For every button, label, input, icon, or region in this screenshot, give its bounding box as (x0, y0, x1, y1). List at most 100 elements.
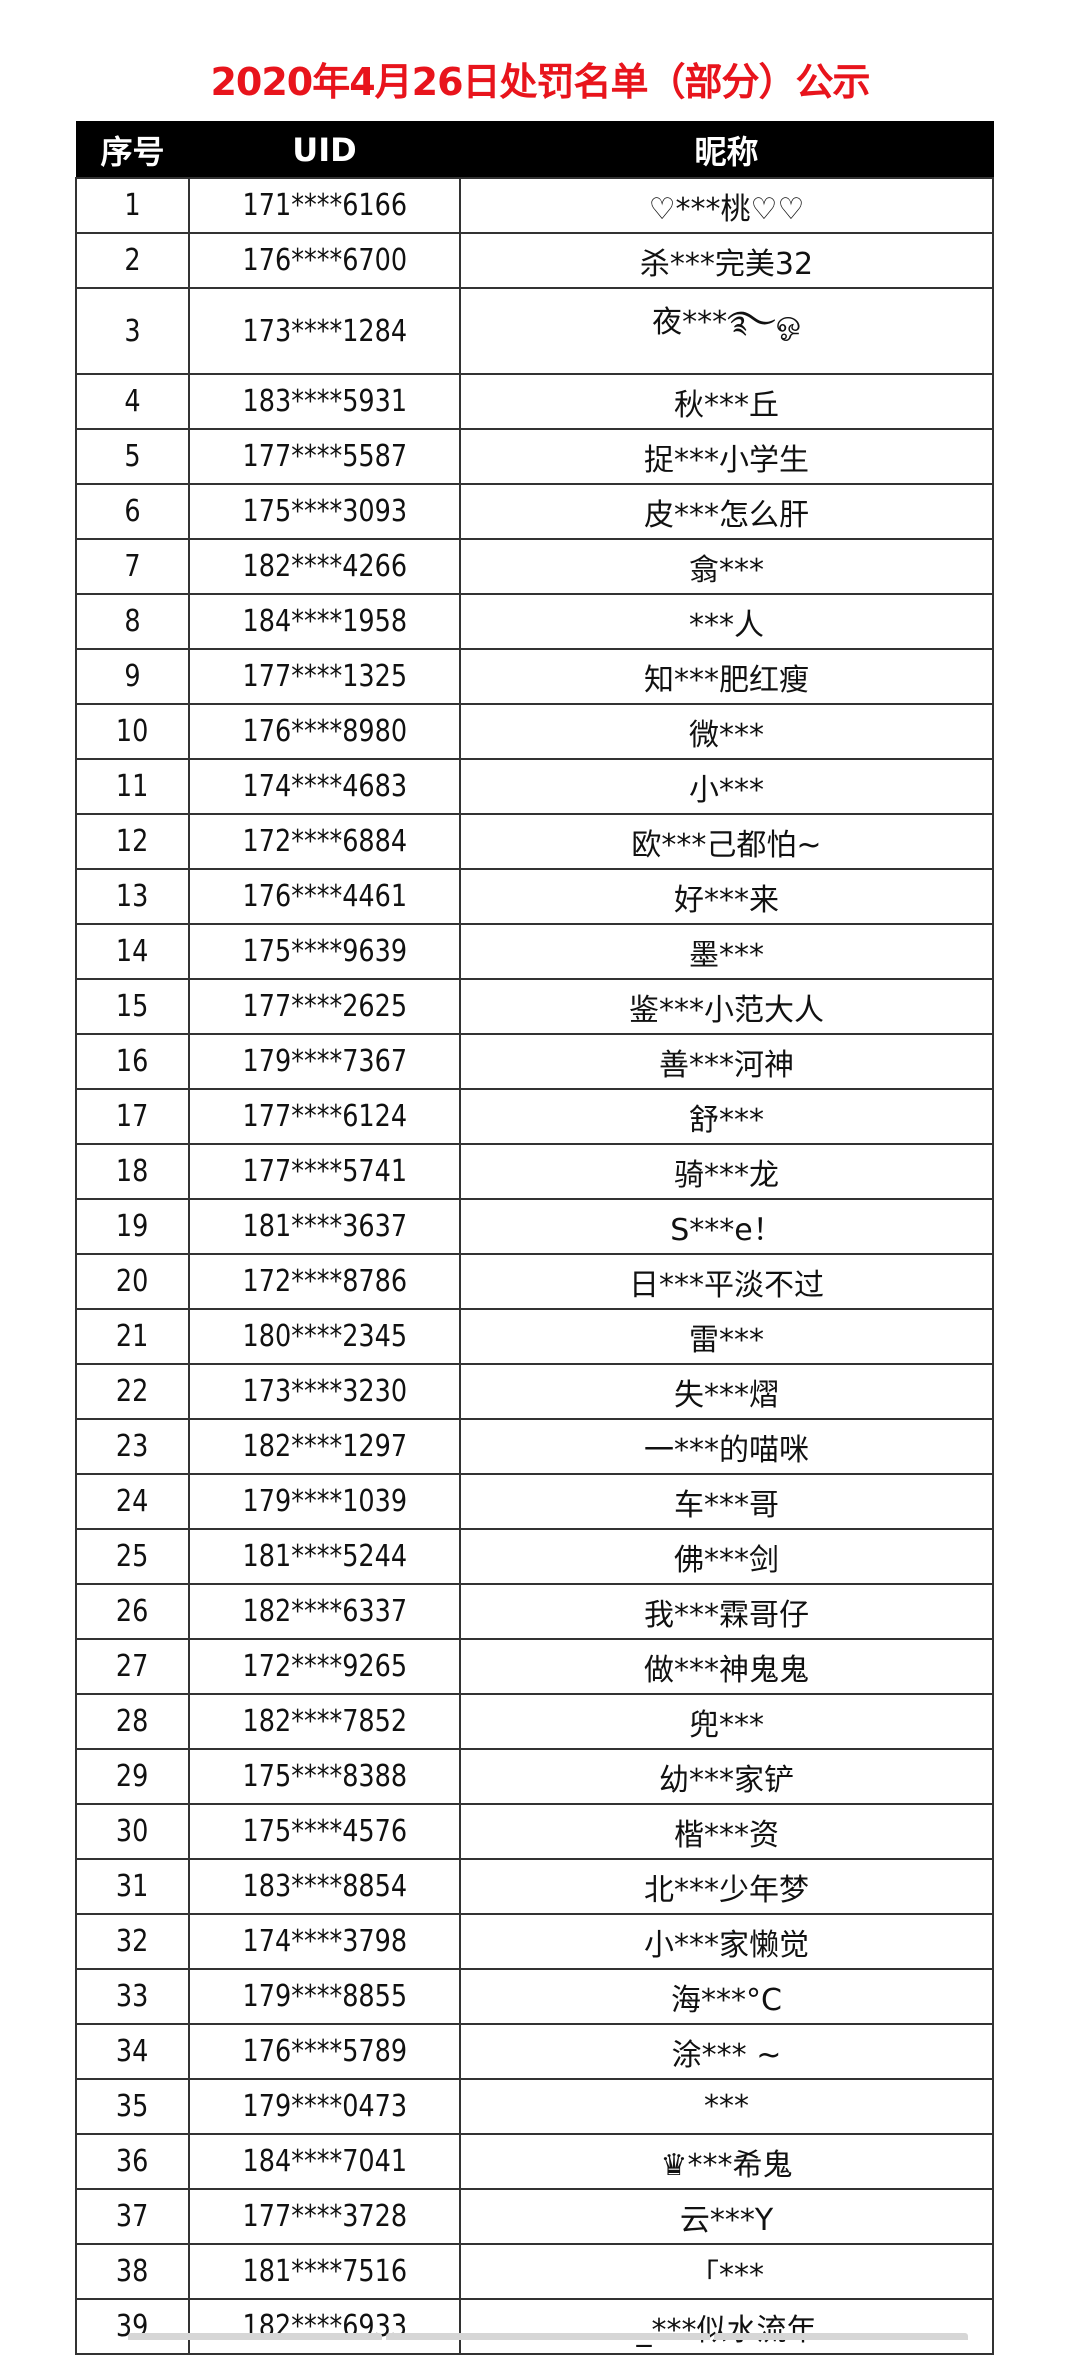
row-nickname-cell: 舒*** (459, 1088, 994, 1145)
table-row: 5 177****5587 捉***小学生 (75, 428, 994, 485)
row-index-cell: 30 (75, 1803, 190, 1860)
table-row: 11 174****4683 小*** (75, 758, 994, 815)
row-uid-cell: 171****6166 (188, 177, 461, 234)
row-nickname: 杀***完美32 (639, 246, 814, 282)
bottom-scroll-indicator (128, 2333, 968, 2340)
row-index: 30 (116, 1814, 149, 1849)
row-uid-cell: 184****1958 (188, 593, 461, 650)
row-nickname-cell: 云***Y (459, 2188, 994, 2245)
row-uid-cell: 173****3230 (188, 1363, 461, 1420)
table-row: 19 181****3637 S***e！ (75, 1198, 994, 1255)
table-row: 22 173****3230 失***熠 (75, 1363, 994, 1420)
table-row: 12 172****6884 欧***己都怕~ (75, 813, 994, 870)
row-uid-cell: 175****9639 (188, 923, 461, 980)
row-uid: 183****5931 (242, 384, 407, 419)
row-index: 35 (116, 2089, 149, 2124)
row-uid-cell: 172****6884 (188, 813, 461, 870)
row-uid-cell: 177****6124 (188, 1088, 461, 1145)
row-index-cell: 19 (75, 1198, 190, 1255)
row-index-cell: 3 (75, 287, 190, 375)
row-uid: 175****8388 (242, 1759, 407, 1794)
row-uid: 177****5587 (242, 439, 407, 474)
row-index: 8 (124, 604, 141, 639)
table-row: 18 177****5741 骑***龙 (75, 1143, 994, 1200)
row-index-cell: 25 (75, 1528, 190, 1585)
row-uid-cell: 172****8786 (188, 1253, 461, 1310)
row-nickname: 秋***丘 (674, 387, 779, 423)
row-nickname: 微*** (689, 717, 764, 753)
bottom-bar-segment (714, 2333, 968, 2340)
row-index: 9 (124, 659, 141, 694)
table-row: 2 176****6700 杀***完美32 (75, 232, 994, 289)
row-nickname: ♛***希鬼 (660, 2147, 793, 2183)
table-row: 15 177****2625 鉴***小范大人 (75, 978, 994, 1035)
table-row: 33 179****8855 海***°C (75, 1968, 994, 2025)
row-uid-cell: 181****3637 (188, 1198, 461, 1255)
row-nickname-cell: 兜*** (459, 1693, 994, 1750)
row-index: 16 (116, 1044, 149, 1079)
row-index: 5 (124, 439, 141, 474)
row-uid: 177****2625 (242, 989, 407, 1024)
row-uid: 181****5244 (242, 1539, 407, 1574)
row-uid: 182****4266 (242, 549, 407, 584)
row-index-cell: 32 (75, 1913, 190, 1970)
row-index-cell: 35 (75, 2078, 190, 2135)
row-nickname: *** (704, 2089, 749, 2124)
row-nickname-cell: 北***少年梦 (459, 1858, 994, 1915)
row-nickname-cell: _***似水流年 (459, 2298, 994, 2355)
row-uid: 181****7516 (242, 2254, 407, 2289)
row-nickname-cell: 「*** (459, 2243, 994, 2300)
row-index: 20 (116, 1264, 149, 1299)
row-index: 24 (116, 1484, 149, 1519)
row-index-cell: 31 (75, 1858, 190, 1915)
row-uid: 179****1039 (242, 1484, 407, 1519)
row-uid-cell: 172****9265 (188, 1638, 461, 1695)
row-nickname-cell: 小***家懒觉 (459, 1913, 994, 1970)
row-index-cell: 26 (75, 1583, 190, 1640)
row-uid-cell: 175****4576 (188, 1803, 461, 1860)
row-uid: 177****3728 (242, 2199, 407, 2234)
row-nickname-cell: 佛***剑 (459, 1528, 994, 1585)
row-uid-cell: 180****2345 (188, 1308, 461, 1365)
row-nickname: 车***哥 (674, 1487, 779, 1523)
row-uid-cell: 175****8388 (188, 1748, 461, 1805)
row-nickname-cell: 鉴***小范大人 (459, 978, 994, 1035)
row-index-cell: 7 (75, 538, 190, 595)
table-row: 20 172****8786 日***平淡不过 (75, 1253, 994, 1310)
row-index: 33 (116, 1979, 149, 2014)
row-nickname-cell: 杀***完美32 (459, 232, 994, 289)
row-uid-cell: 176****6700 (188, 232, 461, 289)
row-uid: 175****9639 (242, 934, 407, 969)
row-uid-cell: 174****3798 (188, 1913, 461, 1970)
row-uid: 176****8980 (242, 714, 407, 749)
row-uid: 173****3230 (242, 1374, 407, 1409)
row-index: 3 (124, 313, 141, 349)
row-nickname-cell: 知***肥红瘦 (459, 648, 994, 705)
row-nickname: 楷***资 (674, 1817, 779, 1853)
bottom-bar-segment (386, 2333, 710, 2340)
row-index: 28 (116, 1704, 149, 1739)
row-nickname-cell: 欧***己都怕~ (459, 813, 994, 870)
row-index: 17 (116, 1099, 149, 1134)
table-row: 1 171****6166 ♡***桃♡♡ (75, 177, 994, 234)
row-uid: 177****1325 (242, 659, 407, 694)
row-uid-cell: 177****3728 (188, 2188, 461, 2245)
row-uid: 177****6124 (242, 1099, 407, 1134)
row-uid: 172****6884 (242, 824, 407, 859)
row-index: 7 (124, 549, 141, 584)
row-nickname-cell: 楷***资 (459, 1803, 994, 1860)
row-index-cell: 21 (75, 1308, 190, 1365)
table-row: 29 175****8388 幼***家铲 (75, 1748, 994, 1805)
table-header-row: 序号 UID 昵称 (75, 121, 994, 179)
row-index: 12 (116, 824, 149, 859)
table-row: 13 176****4461 好***来 (75, 868, 994, 925)
row-nickname: 知***肥红瘦 (644, 662, 809, 698)
row-index: 15 (116, 989, 149, 1024)
row-index: 38 (116, 2254, 149, 2289)
row-uid: 175****3093 (242, 494, 407, 529)
row-index: 10 (116, 714, 149, 749)
table-row: 26 182****6337 我***霖哥仔 (75, 1583, 994, 1640)
row-uid: 184****7041 (242, 2144, 407, 2179)
row-nickname-cell: 车***哥 (459, 1473, 994, 1530)
row-uid-cell: 183****5931 (188, 373, 461, 430)
